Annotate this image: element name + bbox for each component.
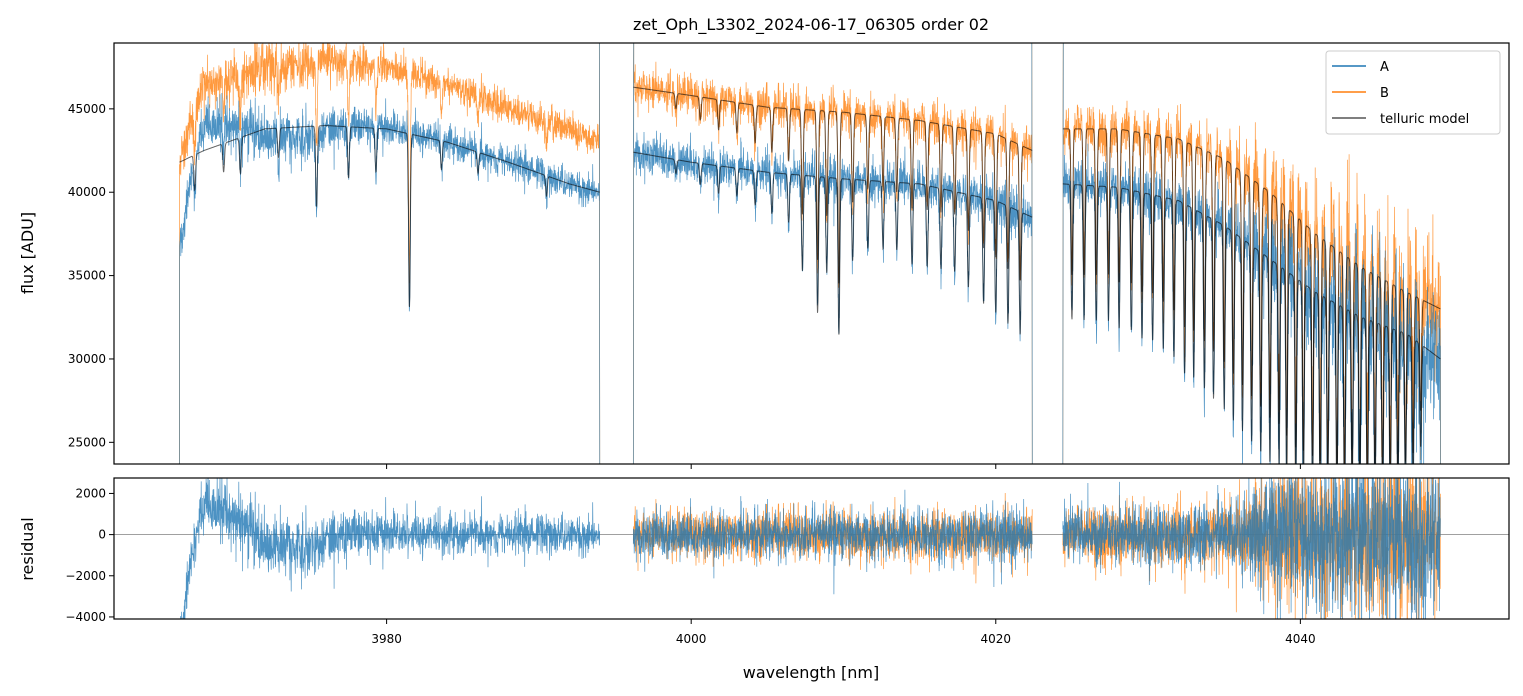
flux-y-tick-label: 45000 (68, 102, 106, 116)
series-a-residual-line (632, 489, 1033, 595)
residual-y-tick-label: −4000 (65, 610, 106, 624)
residual-plot (114, 478, 1509, 619)
x-tick-label: 4000 (676, 632, 707, 646)
telluric-model-line (633, 151, 1033, 335)
flux-y-axis-label: flux [ADU] (18, 212, 37, 294)
residual-y-axis-label: residual (18, 517, 37, 580)
series-b-flux-line (179, 43, 601, 464)
series-a-flux-line (179, 43, 601, 464)
chart-title: zet_Oph_L3302_2024-06-17_06305 order 02 (633, 15, 989, 35)
flux-y-tick-label: 25000 (68, 435, 106, 449)
series-a-residual-line (180, 478, 601, 619)
residual-y-tick-label: −2000 (65, 569, 106, 583)
flux-y-tick-label: 40000 (68, 185, 106, 199)
flux-plot (179, 43, 1441, 464)
flux-y-tick-label: 35000 (68, 269, 106, 283)
series-a-residual-line (1062, 478, 1441, 619)
telluric-model-line (179, 125, 600, 308)
x-tick-label: 3980 (371, 632, 402, 646)
telluric-model-line (1062, 183, 1441, 464)
residual-axes-frame (113, 477, 1510, 620)
legend-label-a: A (1380, 60, 1389, 75)
x-tick-label: 4020 (981, 632, 1012, 646)
legend-label-b: B (1380, 86, 1389, 101)
series-b-flux-line (632, 43, 1033, 464)
telluric-model-line (633, 86, 1033, 284)
flux-axes-frame (113, 42, 1510, 465)
telluric-model-line (1062, 128, 1441, 464)
x-axis-label: wavelength [nm] (743, 663, 880, 682)
residual-y-tick-label: 2000 (75, 486, 106, 500)
residual-y-tick-label: 0 (98, 528, 106, 542)
legend: A B telluric model (1325, 50, 1501, 135)
series-a-flux-line (632, 43, 1033, 464)
flux-y-tick-label: 30000 (68, 352, 106, 366)
legend-label-telluric-model: telluric model (1380, 112, 1469, 127)
x-tick-label: 4040 (1285, 632, 1316, 646)
